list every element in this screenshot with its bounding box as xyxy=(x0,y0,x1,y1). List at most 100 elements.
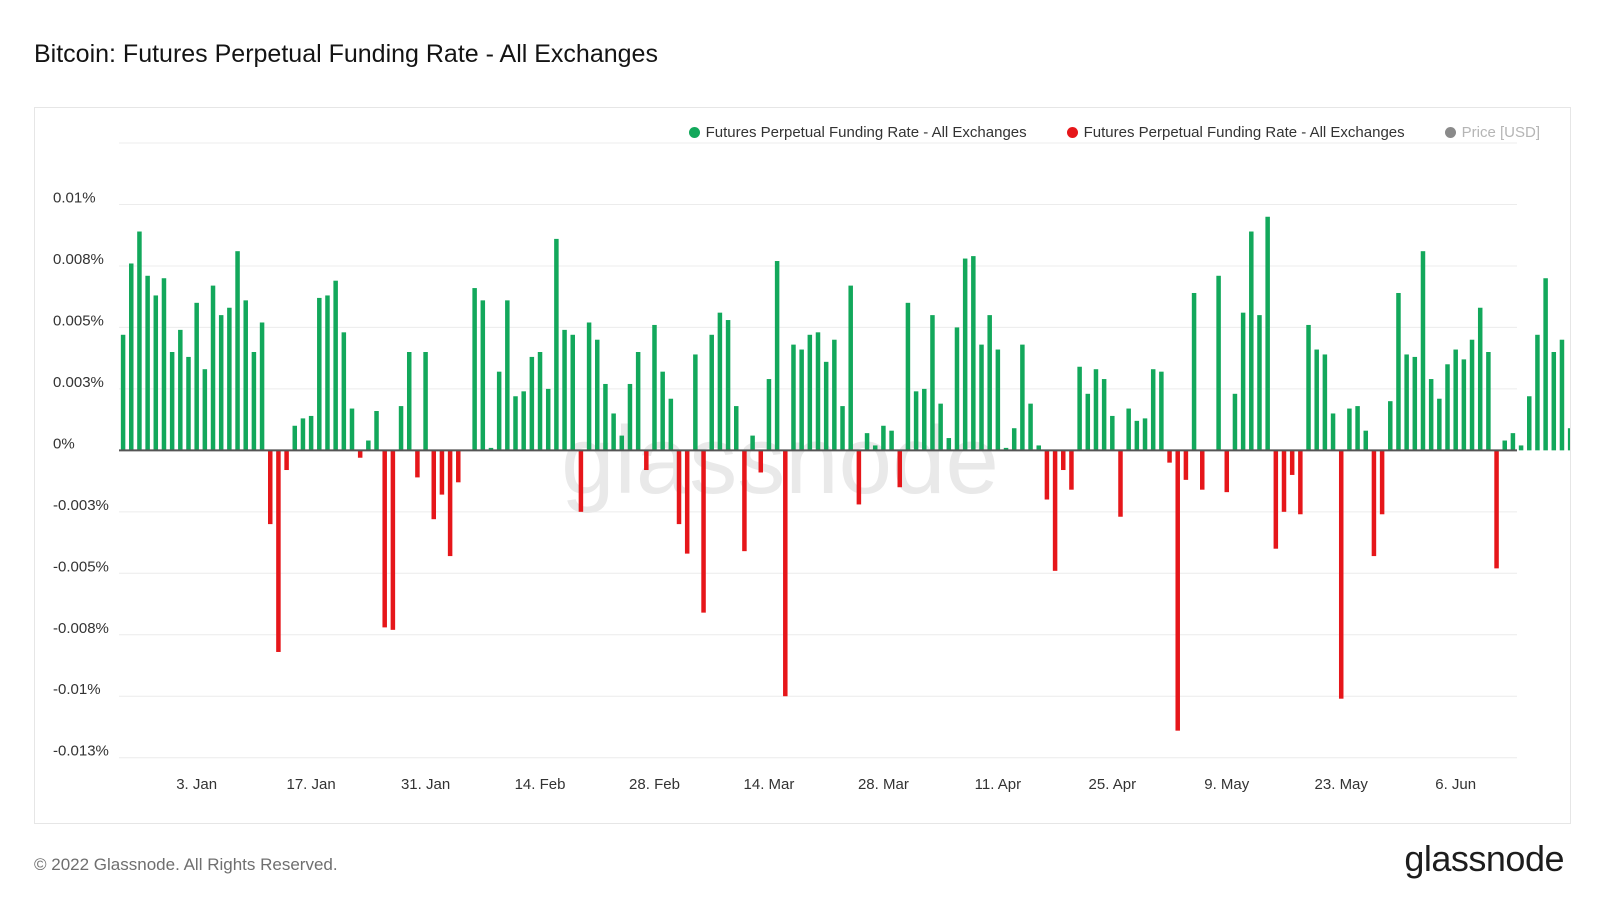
bar-negative[interactable] xyxy=(1289,450,1295,475)
bar-positive[interactable] xyxy=(562,329,567,451)
bar-positive[interactable] xyxy=(1412,356,1418,451)
bar-positive[interactable] xyxy=(545,388,551,451)
bar-positive[interactable] xyxy=(480,300,486,451)
bar-negative[interactable] xyxy=(758,450,764,473)
bar-negative[interactable] xyxy=(1044,450,1050,500)
bar-positive[interactable] xyxy=(423,352,428,451)
bar-positive[interactable] xyxy=(971,256,976,451)
bar-positive[interactable] xyxy=(774,261,780,451)
bar-negative[interactable] xyxy=(1298,450,1303,515)
bar-positive[interactable] xyxy=(709,334,714,451)
bar-positive[interactable] xyxy=(913,391,919,451)
legend-item-positive[interactable]: Futures Perpetual Funding Rate - All Exc… xyxy=(688,124,1027,141)
bar-negative[interactable] xyxy=(447,450,453,557)
bar-positive[interactable] xyxy=(1020,344,1025,451)
bar-positive[interactable] xyxy=(799,349,804,451)
bar-negative[interactable] xyxy=(390,450,396,630)
bar-negative[interactable] xyxy=(578,450,584,512)
bar-positive[interactable] xyxy=(243,300,248,451)
bar-positive[interactable] xyxy=(341,332,347,451)
bar-positive[interactable] xyxy=(1077,366,1082,451)
bar-positive[interactable] xyxy=(129,263,134,451)
bar-positive[interactable] xyxy=(1306,324,1311,451)
bar-positive[interactable] xyxy=(1036,445,1041,451)
bar-positive[interactable] xyxy=(194,302,199,451)
bar-positive[interactable] xyxy=(1469,339,1475,451)
bar-positive[interactable] xyxy=(1330,413,1336,451)
bar-positive[interactable] xyxy=(186,356,191,451)
bar-positive[interactable] xyxy=(1510,433,1516,451)
bar-positive[interactable] xyxy=(1445,364,1450,451)
bar-positive[interactable] xyxy=(1535,334,1540,451)
bar-negative[interactable] xyxy=(1052,450,1058,571)
bar-negative[interactable] xyxy=(1069,450,1074,490)
bar-positive[interactable] xyxy=(137,231,142,451)
bar-positive[interactable] xyxy=(717,312,723,451)
bar-positive[interactable] xyxy=(570,334,575,451)
bar-positive[interactable] xyxy=(366,440,371,451)
bar-positive[interactable] xyxy=(1388,401,1393,451)
bar-negative[interactable] xyxy=(439,450,445,495)
bar-positive[interactable] xyxy=(815,332,821,451)
bar-positive[interactable] xyxy=(627,383,633,451)
bar-positive[interactable] xyxy=(1159,371,1164,451)
bar-positive[interactable] xyxy=(1126,408,1131,451)
bar-positive[interactable] xyxy=(1249,231,1254,451)
bar-positive[interactable] xyxy=(235,251,240,451)
bar-positive[interactable] xyxy=(1567,428,1570,451)
bar-negative[interactable] xyxy=(415,450,420,478)
bar-positive[interactable] xyxy=(603,383,608,451)
bar-positive[interactable] xyxy=(218,315,224,451)
bar-positive[interactable] xyxy=(1477,307,1483,451)
bar-positive[interactable] xyxy=(905,302,911,451)
bar-positive[interactable] xyxy=(1461,359,1467,451)
bar-positive[interactable] xyxy=(153,295,159,451)
bar-positive[interactable] xyxy=(513,396,518,451)
bar-negative[interactable] xyxy=(1281,450,1287,512)
bar-negative[interactable] xyxy=(357,450,363,458)
bar-positive[interactable] xyxy=(1396,292,1401,451)
bar-positive[interactable] xyxy=(317,297,322,451)
bar-positive[interactable] xyxy=(1011,428,1017,451)
bar-positive[interactable] xyxy=(840,406,845,451)
bar-positive[interactable] xyxy=(374,411,379,451)
bar-positive[interactable] xyxy=(1453,349,1458,451)
bar-negative[interactable] xyxy=(1224,450,1230,493)
bar-positive[interactable] xyxy=(1543,278,1548,451)
bar-negative[interactable] xyxy=(276,450,281,652)
bar-positive[interactable] xyxy=(693,354,698,451)
bar-positive[interactable] xyxy=(472,288,477,451)
bar-positive[interactable] xyxy=(178,329,183,451)
bar-negative[interactable] xyxy=(382,450,387,628)
bar-positive[interactable] xyxy=(202,369,208,451)
bar-positive[interactable] xyxy=(807,334,813,451)
bar-positive[interactable] xyxy=(1486,352,1491,451)
bar-positive[interactable] xyxy=(537,352,543,451)
bar-negative[interactable] xyxy=(701,450,706,613)
bar-positive[interactable] xyxy=(1191,292,1197,451)
bar-positive[interactable] xyxy=(734,406,739,451)
bar-positive[interactable] xyxy=(1003,447,1009,451)
bar-positive[interactable] xyxy=(210,285,216,451)
bar-positive[interactable] xyxy=(660,371,665,451)
bar-positive[interactable] xyxy=(1527,396,1532,451)
bar-positive[interactable] xyxy=(251,352,257,451)
bar-negative[interactable] xyxy=(742,450,747,552)
bar-positive[interactable] xyxy=(1322,354,1328,451)
bar-positive[interactable] xyxy=(1085,393,1091,451)
bar-positive[interactable] xyxy=(505,300,510,451)
bar-positive[interactable] xyxy=(1134,420,1140,451)
bar-negative[interactable] xyxy=(1379,450,1385,515)
bar-negative[interactable] xyxy=(684,450,690,554)
bar-negative[interactable] xyxy=(1494,450,1499,569)
bar-negative[interactable] xyxy=(456,450,461,483)
bar-negative[interactable] xyxy=(1371,450,1377,557)
bar-positive[interactable] xyxy=(979,344,984,451)
bar-negative[interactable] xyxy=(1061,450,1066,471)
bar-positive[interactable] xyxy=(872,445,878,451)
funding-rate-chart[interactable]: 0.01% 0.008% 0.005% 0.003% 0% -0.003% -0.005% -… xyxy=(35,108,1570,823)
bar-positive[interactable] xyxy=(1404,354,1409,451)
bar-positive[interactable] xyxy=(1265,216,1270,451)
bar-positive[interactable] xyxy=(864,433,870,451)
bar-positive[interactable] xyxy=(1093,369,1099,451)
